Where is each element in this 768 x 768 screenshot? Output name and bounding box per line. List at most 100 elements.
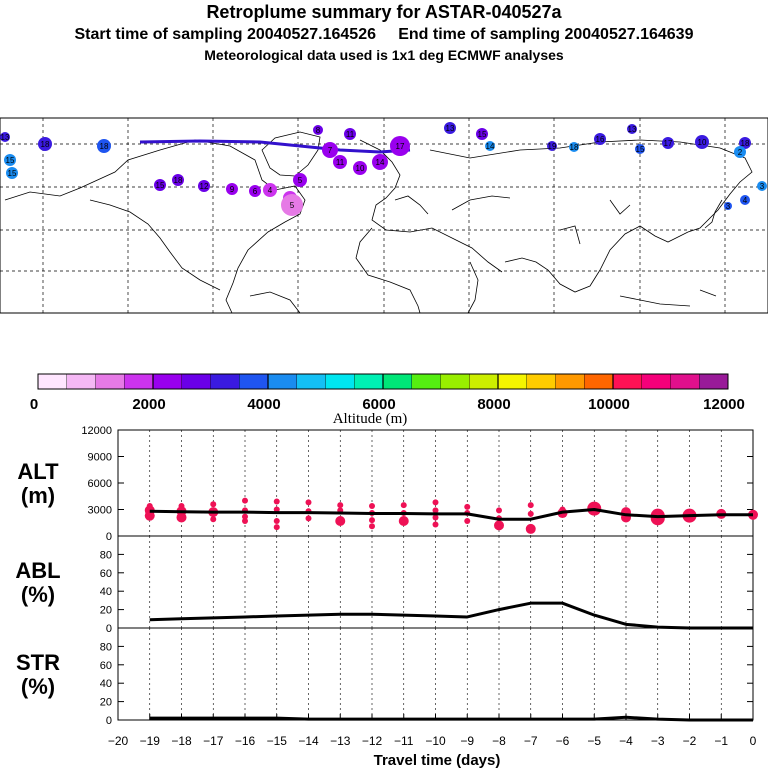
plume-marker: 8 bbox=[313, 125, 323, 135]
plume-marker-label: 13 bbox=[628, 125, 637, 134]
colorbar-swatch bbox=[411, 374, 441, 389]
altitude-sample-dot bbox=[432, 499, 439, 506]
x-tick-label: −11 bbox=[394, 734, 414, 748]
plume-marker: 18 bbox=[569, 142, 579, 152]
colorbar-swatch bbox=[296, 374, 326, 389]
plume-marker-label: 4 bbox=[268, 186, 273, 195]
panel-alt: 0 3000 6000 9000 12000 ALT (m) bbox=[17, 425, 758, 543]
plume-marker-label: 17 bbox=[664, 139, 673, 148]
plume-marker-label: 5 bbox=[298, 176, 303, 185]
plume-marker: 2 bbox=[734, 146, 746, 158]
plume-marker: 5 bbox=[281, 194, 303, 216]
plume-marker: 15 bbox=[4, 154, 16, 166]
y-tick-label: 3000 bbox=[88, 505, 112, 517]
met-data-note: Meteorological data used is 1x1 deg ECMW… bbox=[204, 47, 564, 63]
plume-marker: 18 bbox=[38, 137, 52, 151]
altitude-sample-dot bbox=[273, 524, 280, 531]
x-tick-label: −9 bbox=[460, 734, 474, 748]
colorbar-swatch bbox=[383, 374, 413, 389]
altitude-sample-dot bbox=[176, 512, 187, 523]
plume-marker: 12 bbox=[198, 180, 210, 192]
colorbar-swatch bbox=[699, 374, 729, 389]
plume-marker-label: 18 bbox=[174, 176, 183, 185]
plume-marker: 10 bbox=[353, 161, 367, 175]
panel-abl: 0 20 40 60 80 ABL (%) bbox=[15, 535, 754, 635]
plume-marker: 17 bbox=[390, 136, 410, 156]
y-tick-label: 6000 bbox=[88, 478, 112, 490]
x-axis: −20 −19 −18 −17 −16 −15 −14 −13 −12 −11 −10 −9 −8 −7−… bbox=[108, 714, 757, 748]
altitude-sample-dot bbox=[464, 503, 471, 510]
colorbar-tick-label: 10000 bbox=[588, 396, 630, 413]
japan-coast bbox=[704, 199, 723, 229]
altitude-sample-dot bbox=[432, 521, 439, 528]
y-tick-label: 12000 bbox=[81, 425, 112, 437]
x-tick-label: −17 bbox=[203, 734, 224, 748]
y-axis-label: ALT (m) bbox=[17, 459, 59, 508]
y-axis-label: ABL (%) bbox=[15, 558, 60, 607]
x-tick-label: 0 bbox=[750, 734, 757, 748]
plume-marker: 3 bbox=[757, 181, 767, 191]
plume-marker: 9 bbox=[226, 183, 238, 195]
plume-marker: 14 bbox=[372, 154, 388, 170]
plume-marker-label: 12 bbox=[200, 182, 209, 191]
altitude-sample-dot bbox=[210, 501, 217, 508]
altitude-sample-dot bbox=[369, 517, 375, 524]
x-tick-label: −15 bbox=[267, 734, 288, 748]
plume-marker: 4 bbox=[263, 183, 277, 197]
y-tick-label: 40 bbox=[100, 678, 112, 690]
plume-marker: 17 bbox=[662, 137, 674, 149]
altitude-sample-dot bbox=[144, 510, 155, 521]
plume-marker-label: 3 bbox=[760, 182, 765, 191]
plume-marker: 7 bbox=[322, 142, 338, 158]
altitude-sample-dot bbox=[273, 517, 280, 524]
panel-str: 0 20 40 60 80 STR (%) bbox=[16, 627, 754, 727]
colorbar-axis-label: Altitude (m) bbox=[333, 411, 408, 427]
x-tick-label: −19 bbox=[140, 734, 161, 748]
y-tick-label: 40 bbox=[100, 586, 112, 598]
altitude-sample-dot bbox=[305, 515, 312, 522]
plume-marker: 16 bbox=[594, 133, 606, 145]
altitude-sample-dot bbox=[398, 515, 409, 526]
plume-marker-label: 7 bbox=[328, 146, 333, 155]
plume-marker-label: 16 bbox=[596, 135, 605, 144]
colorbar-tick-label: 0 bbox=[30, 396, 38, 413]
colorbar-tick-label: 6000 bbox=[362, 396, 395, 413]
x-tick-label: −5 bbox=[587, 734, 601, 748]
plume-marker-label: 10 bbox=[698, 138, 707, 147]
colorbar-tick-label: 4000 bbox=[247, 396, 280, 413]
plume-marker-label: 11 bbox=[346, 130, 355, 139]
x-tick-label: −6 bbox=[556, 734, 570, 748]
colorbar-tick-label: 2000 bbox=[132, 396, 165, 413]
plume-marker-label: 18 bbox=[741, 139, 750, 148]
x-tick-label: −4 bbox=[619, 734, 633, 748]
south-america-coast bbox=[249, 291, 301, 314]
altitude-sample-dot bbox=[432, 507, 439, 514]
plume-marker-label: 18 bbox=[570, 143, 579, 152]
colorbar-swatch bbox=[526, 374, 556, 389]
x-tick-label: −1 bbox=[714, 734, 728, 748]
plume-marker: 15 bbox=[476, 128, 488, 140]
colorbar-swatch bbox=[210, 374, 240, 389]
altitude-sample-dot bbox=[273, 506, 280, 513]
series-line-str bbox=[149, 715, 753, 722]
plume-marker: 13 bbox=[444, 122, 456, 134]
y-axis-label: STR (%) bbox=[16, 650, 60, 699]
altitude-sample-dot bbox=[432, 514, 439, 521]
altitude-sample-dot bbox=[369, 523, 375, 530]
altitude-sample-dot bbox=[650, 511, 665, 526]
altitude-sample-dot bbox=[525, 523, 536, 534]
x-tick-label: −16 bbox=[235, 734, 256, 748]
altitude-sample-dot bbox=[527, 502, 534, 509]
plume-marker-label: 15 bbox=[156, 181, 165, 190]
x-tick-label: −7 bbox=[524, 734, 538, 748]
plume-marker: 15 bbox=[154, 179, 166, 191]
colorbar-tick-label: 8000 bbox=[477, 396, 510, 413]
plume-marker-label: 13 bbox=[1, 133, 10, 142]
plume-marker-label: 18 bbox=[41, 140, 50, 149]
y-tick-label: 60 bbox=[100, 660, 112, 672]
plume-marker: 15 bbox=[635, 144, 645, 154]
altitude-sample-dot bbox=[242, 497, 248, 504]
altitude-sample-dot bbox=[337, 502, 344, 509]
plume-marker-label: 19 bbox=[548, 142, 557, 151]
